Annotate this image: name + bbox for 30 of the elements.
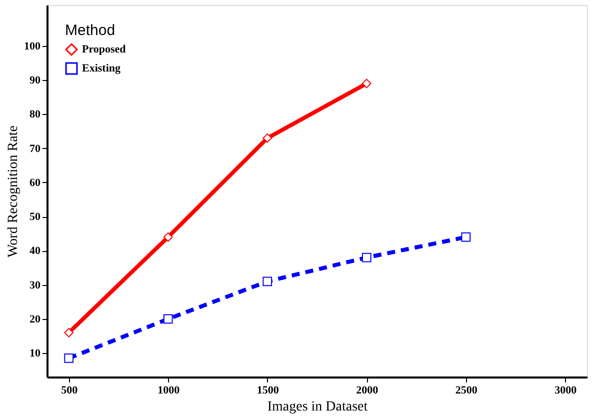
legend-label: Proposed	[82, 44, 126, 56]
legend-label: Existing	[82, 62, 122, 74]
point	[461, 232, 471, 242]
x-tick-label: 2500	[455, 384, 478, 396]
y-tick-label: 80	[30, 108, 41, 121]
x-tick-label: 2000	[356, 384, 379, 396]
point	[64, 328, 74, 338]
point	[362, 78, 372, 88]
x-tick-label: 1500	[256, 384, 280, 396]
point	[163, 232, 173, 242]
x-tick-label: 1000	[158, 384, 180, 396]
y-tick-label: 40	[30, 245, 41, 258]
y-tick-label: 60	[30, 176, 41, 189]
point	[163, 314, 173, 324]
y-tick-label: 90	[30, 74, 41, 87]
x-tick-label: 3000	[554, 384, 578, 396]
y-tick-label: 100	[24, 40, 41, 52]
y-tick-label: 20	[30, 313, 41, 326]
point	[362, 252, 372, 262]
y-tick-label: 30	[30, 279, 41, 292]
y-tick-label: 70	[30, 142, 41, 155]
y-tick-label: 10	[30, 348, 41, 360]
x-axis-title: Images in Dataset	[267, 400, 368, 414]
legend-title: Method	[65, 22, 116, 39]
y-tick-label: 50	[30, 211, 41, 224]
x-tick-label: 500	[61, 384, 78, 396]
point	[64, 354, 74, 363]
point	[262, 276, 272, 286]
point	[262, 133, 272, 143]
y-axis-title: Word Recognition Rate	[6, 126, 21, 258]
